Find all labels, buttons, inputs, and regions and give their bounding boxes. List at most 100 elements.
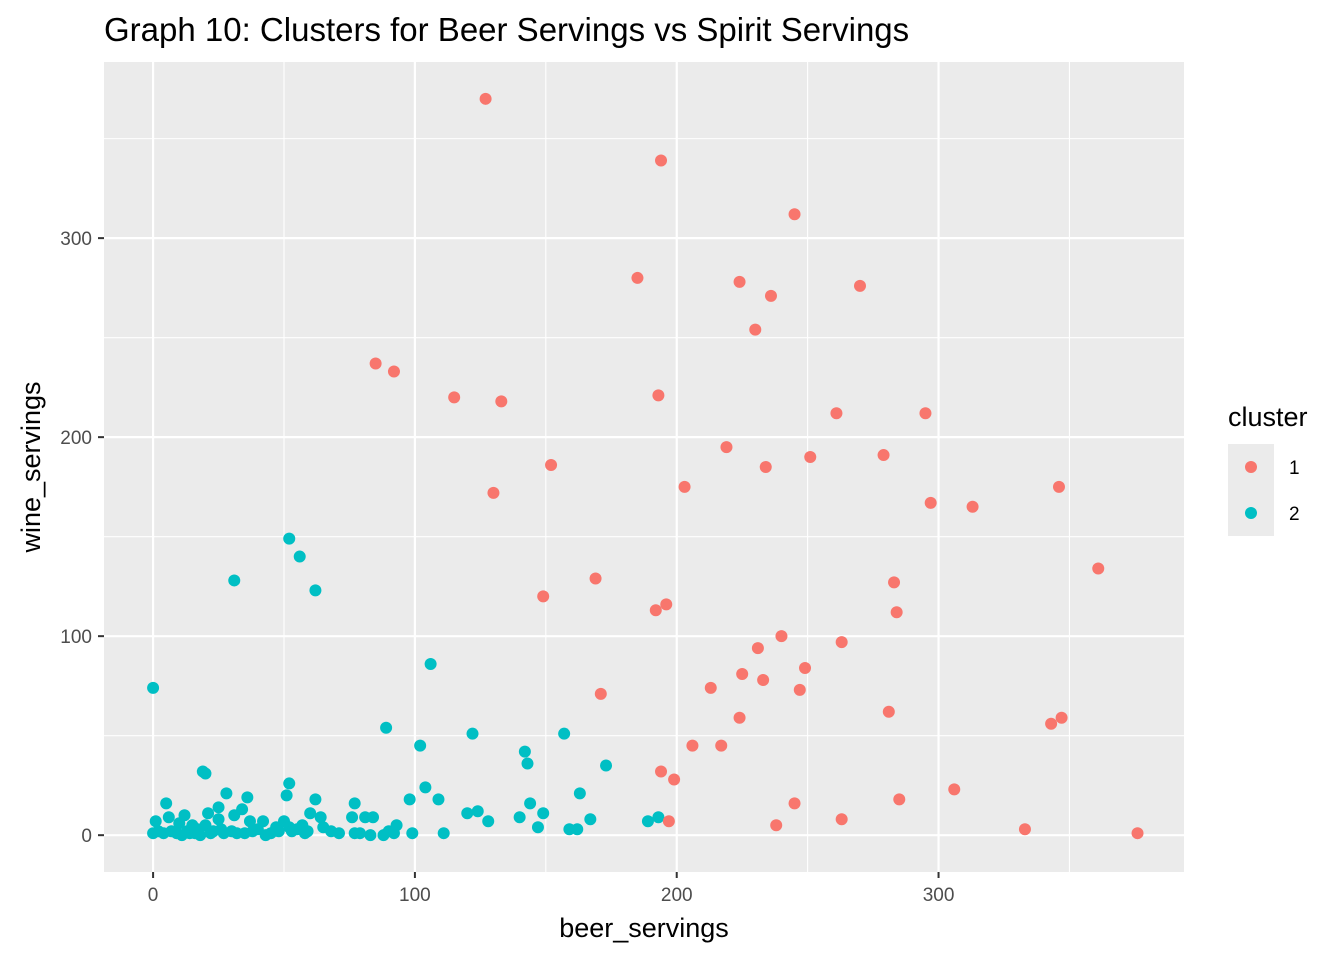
cluster-1-point bbox=[919, 407, 932, 420]
cluster-2-point bbox=[283, 777, 296, 790]
cluster-2-point bbox=[364, 829, 377, 842]
plot-panel bbox=[104, 62, 1184, 872]
cluster-1-point bbox=[678, 480, 691, 493]
cluster-1-point bbox=[715, 739, 728, 752]
legend-title: cluster bbox=[1228, 402, 1308, 432]
cluster-2-point bbox=[304, 807, 317, 820]
cluster-2-point bbox=[162, 811, 175, 824]
cluster-1-point bbox=[764, 289, 777, 302]
cluster-2-point bbox=[348, 797, 361, 810]
cluster-2-point bbox=[202, 807, 215, 820]
cluster-1-point bbox=[966, 500, 979, 513]
cluster-2-point bbox=[641, 815, 654, 828]
cluster-1-point bbox=[788, 208, 801, 221]
cluster-2-point bbox=[518, 745, 531, 758]
cluster-1-point bbox=[668, 773, 681, 786]
cluster-1-point bbox=[594, 687, 607, 700]
cluster-2-point bbox=[228, 574, 241, 587]
cluster-2-point bbox=[406, 827, 419, 840]
cluster-1-point bbox=[369, 357, 382, 370]
cluster-2-point bbox=[471, 805, 484, 818]
cluster-2-point bbox=[482, 815, 495, 828]
cluster-2-point bbox=[149, 815, 162, 828]
cluster-1-point bbox=[733, 275, 746, 288]
cluster-2-point bbox=[280, 789, 293, 802]
cluster-1-point bbox=[479, 92, 492, 105]
cluster-1-point bbox=[882, 705, 895, 718]
cluster-1-point bbox=[924, 496, 937, 509]
cluster-2-point bbox=[537, 807, 550, 820]
cluster-1-point bbox=[788, 797, 801, 810]
cluster-2-point bbox=[367, 811, 380, 824]
cluster-2-point bbox=[228, 809, 241, 822]
x-tick-label: 0 bbox=[148, 885, 159, 906]
cluster-2-point bbox=[414, 739, 427, 752]
cluster-1-point bbox=[751, 642, 764, 655]
cluster-1-point bbox=[704, 681, 717, 694]
cluster-1-point bbox=[631, 271, 644, 284]
cluster-1-point bbox=[686, 739, 699, 752]
legend-key-2-marker bbox=[1245, 507, 1257, 519]
cluster-2-point bbox=[466, 727, 479, 740]
cluster-2-point bbox=[199, 767, 212, 780]
cluster-1-point bbox=[759, 461, 772, 473]
cluster-1-point bbox=[799, 662, 812, 675]
y-axis-title: wine_servings bbox=[16, 381, 46, 553]
cluster-1-point bbox=[662, 815, 675, 828]
legend-label-1: 1 bbox=[1289, 458, 1300, 479]
cluster-2-point bbox=[513, 811, 526, 824]
y-tick-label: 100 bbox=[60, 627, 92, 648]
cluster-1-point bbox=[1131, 827, 1144, 840]
cluster-1-point bbox=[736, 667, 749, 680]
cluster-1-point bbox=[757, 673, 770, 686]
cluster-1-point bbox=[948, 783, 961, 796]
cluster-2-point bbox=[220, 787, 233, 800]
cluster-2-point bbox=[558, 727, 571, 740]
legend: cluster 1 2 bbox=[1228, 402, 1308, 536]
cluster-2-point bbox=[424, 658, 437, 671]
cluster-1-point bbox=[835, 813, 848, 826]
cluster-1-point bbox=[804, 451, 817, 464]
cluster-1-point bbox=[877, 449, 890, 462]
cluster-1-point bbox=[854, 279, 866, 292]
cluster-1-point bbox=[655, 154, 668, 167]
cluster-2-point bbox=[571, 823, 584, 836]
cluster-2-point bbox=[652, 811, 665, 824]
cluster-1-point bbox=[890, 606, 903, 619]
cluster-2-point bbox=[573, 787, 586, 800]
cluster-1-point bbox=[487, 486, 500, 499]
x-axis-title: beer_servings bbox=[559, 913, 729, 943]
cluster-1-point bbox=[1052, 480, 1065, 493]
cluster-2-point bbox=[403, 793, 416, 806]
cluster-2-point bbox=[521, 757, 534, 770]
cluster-1-point bbox=[793, 683, 806, 696]
cluster-2-point bbox=[314, 811, 327, 824]
cluster-2-point bbox=[353, 827, 366, 840]
cluster-1-point bbox=[652, 389, 665, 402]
cluster-2-point bbox=[272, 825, 285, 838]
cluster-1-point bbox=[655, 765, 668, 778]
cluster-2-point bbox=[160, 797, 173, 810]
cluster-2-point bbox=[301, 825, 314, 838]
cluster-2-point bbox=[432, 793, 445, 806]
cluster-1-point bbox=[537, 590, 550, 603]
cluster-1-point bbox=[770, 819, 783, 832]
cluster-2-point bbox=[212, 813, 225, 826]
cluster-2-point bbox=[346, 811, 359, 824]
cluster-1-point bbox=[830, 407, 843, 420]
cluster-2-point bbox=[524, 797, 537, 810]
cluster-2-point bbox=[461, 807, 474, 820]
cluster-2-point bbox=[283, 532, 296, 545]
cluster-2-point bbox=[194, 829, 207, 842]
cluster-1-point bbox=[649, 604, 662, 617]
cluster-1-point bbox=[448, 391, 461, 404]
x-tick-label: 100 bbox=[399, 885, 431, 906]
cluster-2-point bbox=[243, 815, 256, 828]
cluster-1-point bbox=[589, 572, 602, 585]
y-axis-ticks: 0 100 200 300 bbox=[60, 229, 104, 847]
y-tick-label: 200 bbox=[60, 428, 92, 449]
cluster-2-point bbox=[293, 550, 306, 563]
cluster-1-point bbox=[720, 441, 733, 454]
cluster-1-point bbox=[1092, 562, 1105, 575]
